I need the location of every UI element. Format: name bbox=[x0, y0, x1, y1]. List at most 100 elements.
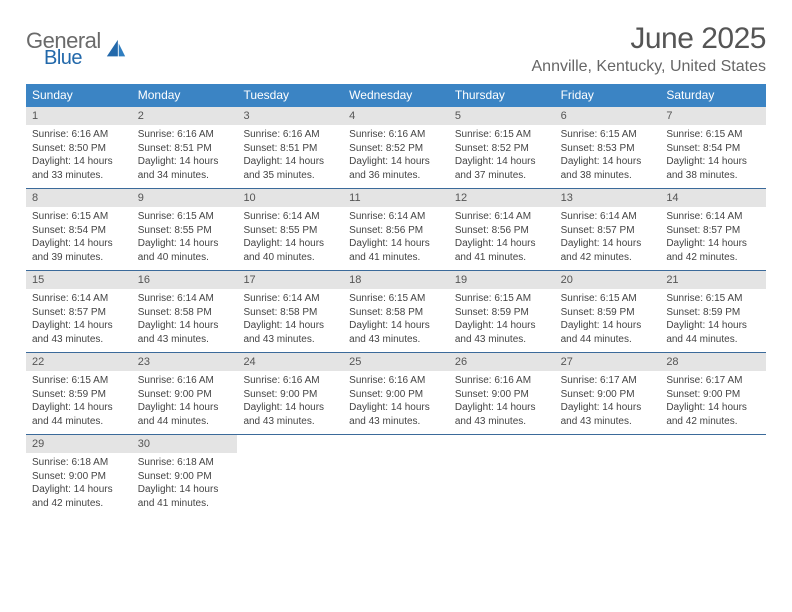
day-number: 12 bbox=[449, 189, 555, 207]
daylight-line: Daylight: 14 hours and 41 minutes. bbox=[455, 237, 549, 264]
calendar-cell: 3Sunrise: 6:16 AMSunset: 8:51 PMDaylight… bbox=[237, 107, 343, 188]
day-number: 1 bbox=[26, 107, 132, 125]
cell-body: Sunrise: 6:15 AMSunset: 8:59 PMDaylight:… bbox=[449, 289, 555, 346]
daylight-line: Daylight: 14 hours and 43 minutes. bbox=[243, 319, 337, 346]
cell-body: Sunrise: 6:14 AMSunset: 8:57 PMDaylight:… bbox=[555, 207, 661, 264]
cell-body: Sunrise: 6:16 AMSunset: 9:00 PMDaylight:… bbox=[132, 371, 238, 428]
day-number: 18 bbox=[343, 271, 449, 289]
calendar-cell: 9Sunrise: 6:15 AMSunset: 8:55 PMDaylight… bbox=[132, 189, 238, 270]
daylight-line: Daylight: 14 hours and 43 minutes. bbox=[138, 319, 232, 346]
sunrise-line: Sunrise: 6:16 AM bbox=[349, 128, 443, 142]
day-number: 15 bbox=[26, 271, 132, 289]
day-number: 5 bbox=[449, 107, 555, 125]
daylight-line: Daylight: 14 hours and 43 minutes. bbox=[561, 401, 655, 428]
sunrise-line: Sunrise: 6:15 AM bbox=[455, 128, 549, 142]
cell-body: Sunrise: 6:15 AMSunset: 8:55 PMDaylight:… bbox=[132, 207, 238, 264]
sunset-line: Sunset: 8:58 PM bbox=[349, 306, 443, 320]
sunset-line: Sunset: 8:55 PM bbox=[138, 224, 232, 238]
calendar-cell: 5Sunrise: 6:15 AMSunset: 8:52 PMDaylight… bbox=[449, 107, 555, 188]
weekday-label: Wednesday bbox=[343, 84, 449, 107]
cell-body: Sunrise: 6:16 AMSunset: 9:00 PMDaylight:… bbox=[343, 371, 449, 428]
header: General Blue June 2025 Annville, Kentuck… bbox=[26, 22, 766, 76]
day-number: 27 bbox=[555, 353, 661, 371]
sunrise-line: Sunrise: 6:14 AM bbox=[243, 210, 337, 224]
sunrise-line: Sunrise: 6:14 AM bbox=[666, 210, 760, 224]
weekday-label: Sunday bbox=[26, 84, 132, 107]
daylight-line: Daylight: 14 hours and 43 minutes. bbox=[243, 401, 337, 428]
calendar-week: 29Sunrise: 6:18 AMSunset: 9:00 PMDayligh… bbox=[26, 435, 766, 516]
sunset-line: Sunset: 9:00 PM bbox=[243, 388, 337, 402]
calendar-cell bbox=[237, 435, 343, 516]
daylight-line: Daylight: 14 hours and 42 minutes. bbox=[666, 237, 760, 264]
calendar-cell: 26Sunrise: 6:16 AMSunset: 9:00 PMDayligh… bbox=[449, 353, 555, 434]
page-title: June 2025 bbox=[532, 22, 767, 56]
day-number: 8 bbox=[26, 189, 132, 207]
sunrise-line: Sunrise: 6:16 AM bbox=[243, 128, 337, 142]
daylight-line: Daylight: 14 hours and 43 minutes. bbox=[349, 319, 443, 346]
cell-body: Sunrise: 6:16 AMSunset: 8:52 PMDaylight:… bbox=[343, 125, 449, 182]
weekday-label: Thursday bbox=[449, 84, 555, 107]
daylight-line: Daylight: 14 hours and 34 minutes. bbox=[138, 155, 232, 182]
daylight-line: Daylight: 14 hours and 36 minutes. bbox=[349, 155, 443, 182]
sunset-line: Sunset: 8:58 PM bbox=[138, 306, 232, 320]
day-number: 7 bbox=[660, 107, 766, 125]
daylight-line: Daylight: 14 hours and 38 minutes. bbox=[666, 155, 760, 182]
sunrise-line: Sunrise: 6:14 AM bbox=[455, 210, 549, 224]
cell-body: Sunrise: 6:15 AMSunset: 8:52 PMDaylight:… bbox=[449, 125, 555, 182]
cell-body: Sunrise: 6:16 AMSunset: 9:00 PMDaylight:… bbox=[237, 371, 343, 428]
day-number: 19 bbox=[449, 271, 555, 289]
day-number: 24 bbox=[237, 353, 343, 371]
daylight-line: Daylight: 14 hours and 44 minutes. bbox=[561, 319, 655, 346]
cell-body: Sunrise: 6:14 AMSunset: 8:57 PMDaylight:… bbox=[26, 289, 132, 346]
calendar-cell: 7Sunrise: 6:15 AMSunset: 8:54 PMDaylight… bbox=[660, 107, 766, 188]
sunrise-line: Sunrise: 6:15 AM bbox=[32, 374, 126, 388]
cell-body: Sunrise: 6:14 AMSunset: 8:56 PMDaylight:… bbox=[449, 207, 555, 264]
daylight-line: Daylight: 14 hours and 41 minutes. bbox=[138, 483, 232, 510]
sunrise-line: Sunrise: 6:16 AM bbox=[138, 374, 232, 388]
sunrise-line: Sunrise: 6:17 AM bbox=[666, 374, 760, 388]
cell-body: Sunrise: 6:16 AMSunset: 8:51 PMDaylight:… bbox=[237, 125, 343, 182]
sunrise-line: Sunrise: 6:17 AM bbox=[561, 374, 655, 388]
calendar-cell bbox=[343, 435, 449, 516]
sunset-line: Sunset: 9:00 PM bbox=[561, 388, 655, 402]
sunrise-line: Sunrise: 6:16 AM bbox=[243, 374, 337, 388]
calendar-cell: 21Sunrise: 6:15 AMSunset: 8:59 PMDayligh… bbox=[660, 271, 766, 352]
sunset-line: Sunset: 8:51 PM bbox=[138, 142, 232, 156]
daylight-line: Daylight: 14 hours and 35 minutes. bbox=[243, 155, 337, 182]
daylight-line: Daylight: 14 hours and 41 minutes. bbox=[349, 237, 443, 264]
daylight-line: Daylight: 14 hours and 40 minutes. bbox=[138, 237, 232, 264]
daylight-line: Daylight: 14 hours and 38 minutes. bbox=[561, 155, 655, 182]
sunset-line: Sunset: 8:58 PM bbox=[243, 306, 337, 320]
sunset-line: Sunset: 9:00 PM bbox=[138, 470, 232, 484]
sunset-line: Sunset: 8:56 PM bbox=[349, 224, 443, 238]
sunset-line: Sunset: 9:00 PM bbox=[455, 388, 549, 402]
day-number: 10 bbox=[237, 189, 343, 207]
cell-body: Sunrise: 6:14 AMSunset: 8:57 PMDaylight:… bbox=[660, 207, 766, 264]
sunset-line: Sunset: 8:54 PM bbox=[32, 224, 126, 238]
calendar: Sunday Monday Tuesday Wednesday Thursday… bbox=[26, 84, 766, 516]
sunrise-line: Sunrise: 6:16 AM bbox=[138, 128, 232, 142]
cell-body: Sunrise: 6:14 AMSunset: 8:58 PMDaylight:… bbox=[237, 289, 343, 346]
cell-body: Sunrise: 6:16 AMSunset: 8:51 PMDaylight:… bbox=[132, 125, 238, 182]
day-number: 4 bbox=[343, 107, 449, 125]
calendar-week: 15Sunrise: 6:14 AMSunset: 8:57 PMDayligh… bbox=[26, 271, 766, 353]
sunset-line: Sunset: 8:57 PM bbox=[666, 224, 760, 238]
cell-body: Sunrise: 6:17 AMSunset: 9:00 PMDaylight:… bbox=[555, 371, 661, 428]
day-number: 9 bbox=[132, 189, 238, 207]
day-number: 29 bbox=[26, 435, 132, 453]
sunrise-line: Sunrise: 6:15 AM bbox=[666, 128, 760, 142]
location-subtitle: Annville, Kentucky, United States bbox=[532, 58, 767, 76]
sunrise-line: Sunrise: 6:15 AM bbox=[561, 292, 655, 306]
day-number: 26 bbox=[449, 353, 555, 371]
day-number: 22 bbox=[26, 353, 132, 371]
calendar-cell: 10Sunrise: 6:14 AMSunset: 8:55 PMDayligh… bbox=[237, 189, 343, 270]
calendar-cell: 29Sunrise: 6:18 AMSunset: 9:00 PMDayligh… bbox=[26, 435, 132, 516]
calendar-week: 22Sunrise: 6:15 AMSunset: 8:59 PMDayligh… bbox=[26, 353, 766, 435]
sunset-line: Sunset: 8:57 PM bbox=[32, 306, 126, 320]
calendar-cell: 22Sunrise: 6:15 AMSunset: 8:59 PMDayligh… bbox=[26, 353, 132, 434]
calendar-cell: 6Sunrise: 6:15 AMSunset: 8:53 PMDaylight… bbox=[555, 107, 661, 188]
daylight-line: Daylight: 14 hours and 44 minutes. bbox=[666, 319, 760, 346]
calendar-cell: 19Sunrise: 6:15 AMSunset: 8:59 PMDayligh… bbox=[449, 271, 555, 352]
daylight-line: Daylight: 14 hours and 43 minutes. bbox=[455, 319, 549, 346]
sunrise-line: Sunrise: 6:14 AM bbox=[243, 292, 337, 306]
